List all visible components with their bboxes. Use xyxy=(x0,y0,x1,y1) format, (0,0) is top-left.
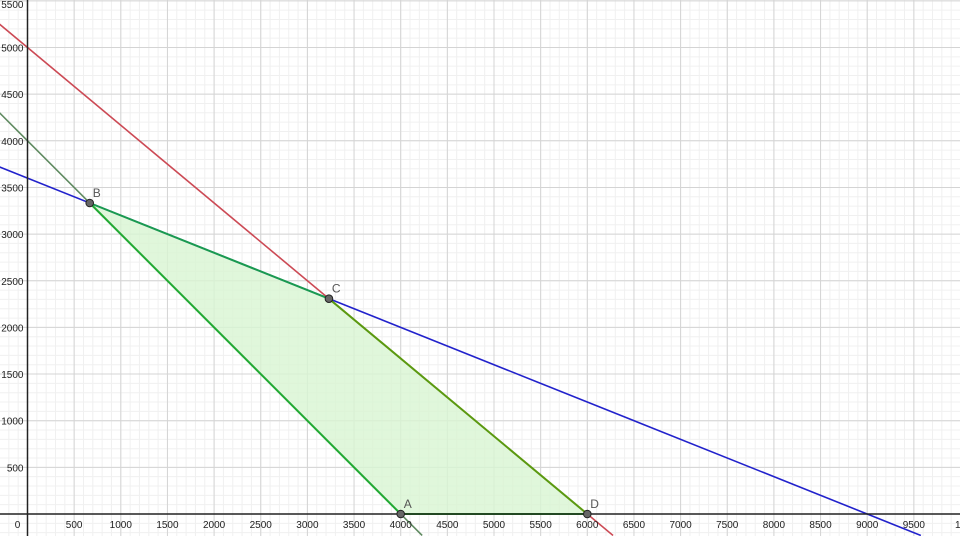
x-tick-label: 5000 xyxy=(483,520,506,531)
x-tick-label: 1500 xyxy=(156,520,179,531)
x-tick-label: 2500 xyxy=(250,520,273,531)
point-c xyxy=(324,294,334,303)
y-tick-label: 1500 xyxy=(1,370,24,381)
y-tick-label: 1000 xyxy=(1,417,24,428)
point-label-d: D xyxy=(590,497,599,511)
region-edge xyxy=(328,297,588,515)
x-tick-label: 8500 xyxy=(809,520,832,531)
y-tick-label: 3000 xyxy=(1,230,24,241)
feasible-region-fill xyxy=(89,203,588,514)
y-tick-label: 2500 xyxy=(1,277,24,288)
y-tick-label: 3500 xyxy=(1,183,24,194)
point-d xyxy=(583,509,592,519)
region-edge xyxy=(88,202,402,515)
point-label-b: B xyxy=(93,186,101,200)
x-tick-label: 8000 xyxy=(763,520,786,531)
point-a xyxy=(396,509,406,519)
point-label-c: C xyxy=(332,282,341,296)
y-tick-label: 4500 xyxy=(1,90,24,101)
x-tick-label: 4500 xyxy=(436,520,459,531)
x-tick-label: 7500 xyxy=(716,520,739,531)
y-tick-label: 2000 xyxy=(1,323,24,334)
x-tick-label: 4000 xyxy=(390,520,413,531)
x-tick-label: 6000 xyxy=(576,520,599,531)
x-tick-label: 9500 xyxy=(903,520,926,531)
x-tick-label: 2000 xyxy=(203,520,226,531)
x-tick-label: 500 xyxy=(66,520,83,531)
x-tick-label: 10 xyxy=(955,520,960,531)
x-tick-label: 6500 xyxy=(623,520,646,531)
y-tick-label: 500 xyxy=(7,463,24,474)
points: A B C D xyxy=(85,186,599,519)
region-edge xyxy=(89,202,330,300)
point-label-a: A xyxy=(404,497,412,511)
x-tick-label: 7000 xyxy=(669,520,692,531)
feasible-region xyxy=(89,203,588,514)
y-tick-label: 5000 xyxy=(1,44,24,55)
x-tick-label: 1000 xyxy=(110,520,133,531)
y-tick-label: 4000 xyxy=(1,137,24,148)
x-tick-label: 0 xyxy=(15,520,21,531)
x-tick-label: 5500 xyxy=(530,520,553,531)
x-tick-label: 9000 xyxy=(856,520,879,531)
x-tick-label: 3500 xyxy=(343,520,366,531)
point-b xyxy=(85,198,95,208)
x-tick-label: 3000 xyxy=(296,520,319,531)
y-tick-label: 5500 xyxy=(1,0,24,11)
